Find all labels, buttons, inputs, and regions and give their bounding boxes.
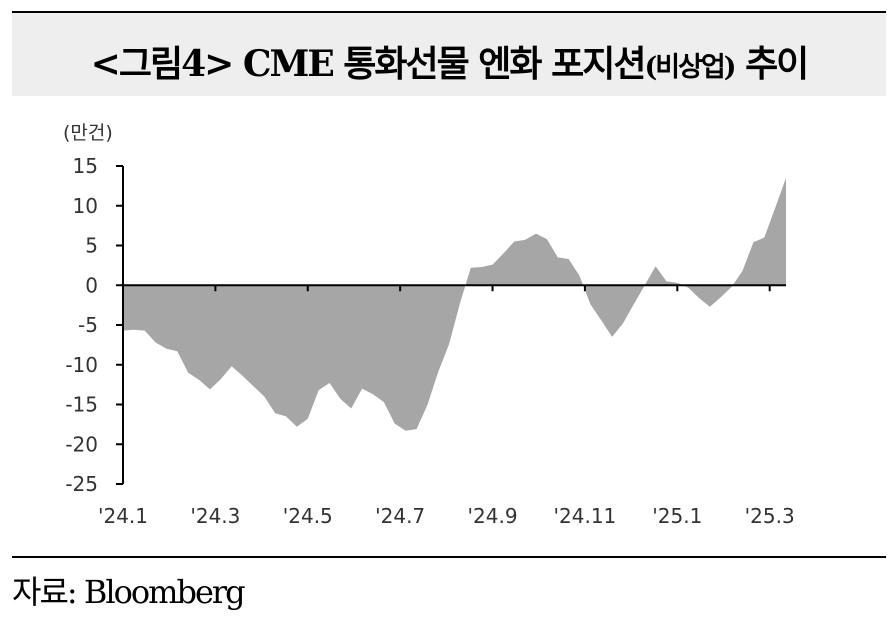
bottom-rule: [12, 556, 886, 558]
y-tick-label: -10: [65, 353, 98, 377]
x-tick-label: '24.5: [283, 504, 333, 528]
y-tick-label: 10: [73, 194, 98, 218]
series-area: [123, 177, 786, 431]
x-tick-label: '24.1: [98, 504, 148, 528]
y-tick-label: 15: [73, 154, 98, 178]
x-tick-label: '24.3: [190, 504, 240, 528]
y-tick-label: -5: [78, 313, 98, 337]
source-note: 자료: Bloomberg: [12, 573, 246, 611]
title-band: <그림4> CME 통화선물 엔화 포지션(비상업) 추이: [12, 13, 886, 96]
chart-title: <그림4> CME 통화선물 엔화 포지션(비상업) 추이: [12, 35, 886, 87]
y-tick-label: -15: [65, 393, 98, 417]
y-tick-label: -20: [65, 432, 98, 456]
chart-area: 15 10 5 0 -5 -10 -15 -20 -25'24.1 '24.3 '24.5 '24.7…: [65, 154, 795, 528]
y-tick-label: -25: [65, 472, 98, 496]
top-rule: [12, 11, 886, 13]
chart-title-tail: 추이: [734, 43, 809, 85]
x-tick-label: '24.11: [554, 504, 617, 528]
y-tick-label: 5: [85, 234, 98, 258]
chart-title-main: <그림4> CME 통화선물 엔화 포지션: [90, 43, 647, 85]
y-axis-unit: (만건): [63, 122, 113, 144]
x-tick-label: '24.7: [375, 504, 425, 528]
x-tick-label: '25.1: [652, 504, 702, 528]
y-tick-label: 0: [85, 273, 98, 297]
chart-title-qualifier: (비상업): [644, 52, 736, 83]
x-tick-label: '24.9: [468, 504, 518, 528]
x-tick-label: '25.3: [745, 504, 795, 528]
